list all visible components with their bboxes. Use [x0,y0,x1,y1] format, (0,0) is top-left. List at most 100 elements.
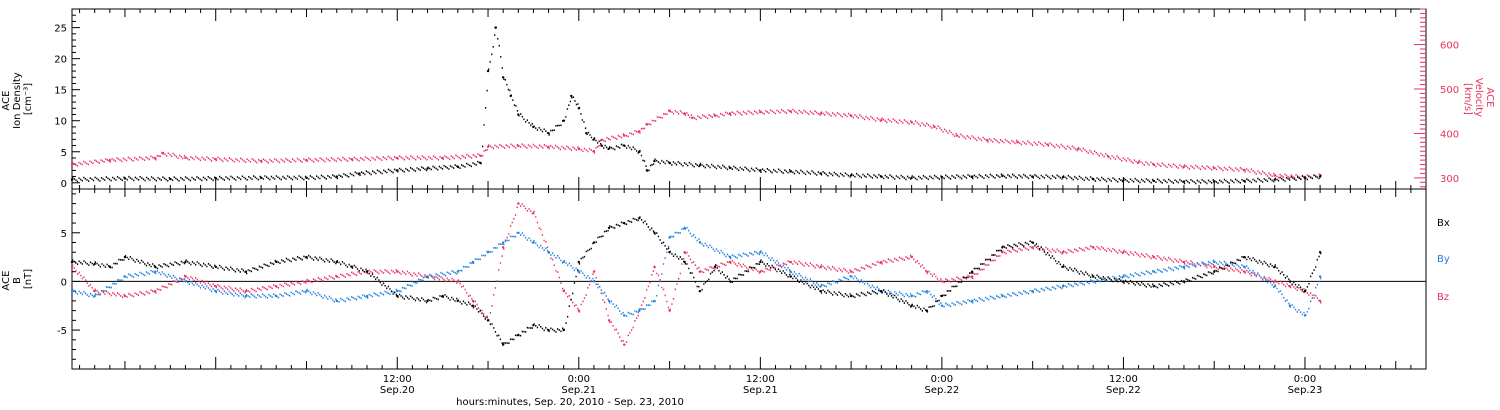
bz-trace-point [668,309,671,312]
plasma-left-axis: 0 5 10 15 20 25 [54,8,80,190]
bx-trace-point [1031,241,1034,244]
density-trace-point [607,147,611,150]
by-trace-point [1182,265,1186,269]
by-trace-point [562,260,565,264]
by-trace-point [1318,275,1322,278]
velocity-axis-title-line1: ACE [1484,87,1495,107]
velocity-trace-point [638,130,641,133]
time-tick-label: 12:00 [383,374,412,385]
density-trace-point [880,175,883,178]
velocity-tick-label: 300 [1440,174,1459,185]
density-trace-point [940,176,944,179]
density-trace-point [698,164,702,167]
by-trace-point [244,294,248,298]
density-trace-point [1303,176,1307,180]
date-tick-label: Sep.22 [925,385,960,396]
density-tick-label: 0 [61,179,67,190]
bz-trace-point [1288,285,1292,288]
bx-trace-point [365,270,369,273]
bx-trace-point [275,260,278,264]
legend-bz: Bz [1437,292,1449,303]
bx-trace-point [910,304,913,307]
by-trace-point [214,289,217,293]
bz-trace-point [849,270,853,273]
bz-trace-point [1182,260,1186,264]
bx-trace-point [244,270,248,273]
velocity-tick-label: 400 [1440,129,1459,140]
bz-trace-point [728,260,732,264]
velocity-trace-point [880,118,883,122]
density-tick-label: 20 [54,55,67,66]
density-tick-label: 5 [61,148,67,159]
by-trace-point [1273,285,1276,288]
density-axis-title-line3: [cm⁻³] [23,83,34,115]
density-trace-point [1122,179,1125,182]
bz-trace-point [396,270,399,273]
by-trace-point [547,251,550,254]
bz-trace-point [1091,246,1095,249]
bz-trace-point [1031,246,1034,249]
velocity-trace-point [577,147,581,151]
bx-trace-point [517,333,520,337]
bx-trace-point [819,289,823,293]
density-trace-point [562,119,565,122]
by-trace-point [1031,289,1034,293]
density-trace-point [668,161,671,165]
density-trace-point [396,169,399,172]
bx-trace-point [1001,246,1004,249]
velocity-trace-point [184,156,187,160]
density-trace-point [456,165,459,168]
by-trace-point [849,275,853,278]
by-trace-point [668,236,671,239]
density-trace-point [259,176,263,180]
plasma-panel-frame [71,8,1427,190]
by-trace-point [1061,285,1065,288]
by-trace-point [577,270,581,273]
bx-trace-point [562,328,565,332]
by-trace-point [532,241,535,244]
velocity-trace-point [600,138,603,142]
time-tick-label: 0:00 [568,374,590,385]
bz-trace-point [1122,251,1125,254]
bz-trace-point [940,280,944,283]
velocity-trace-point [161,152,164,155]
by-trace-point [1001,294,1004,298]
by-trace-point [501,241,505,244]
density-trace-point [494,26,497,29]
velocity-trace-point [1046,143,1049,146]
velocity-trace-point [645,123,649,126]
density-trace-point [577,107,581,110]
velocity-trace-point [70,163,74,166]
velocity-trace-point [759,110,762,114]
density-trace-point [169,177,172,181]
bz-trace-point [1001,251,1004,254]
bz-trace-point [577,309,581,312]
bz-trace-point [970,275,974,278]
bx-trace-point [184,260,187,264]
bx-trace-point [1213,270,1216,273]
by-trace-point [607,299,611,303]
bx-trace-point [441,294,444,298]
bz-trace-point [184,275,187,278]
density-trace-point [728,166,732,170]
bx-trace-point [668,251,671,254]
density-trace-point [910,176,913,180]
bz-trace-point [925,270,928,273]
bx-trace-point [123,255,127,259]
density-trace-point [1273,178,1276,181]
by-trace-point [819,285,823,288]
velocity-trace-point [849,114,853,117]
bx-trace-point [93,262,96,266]
bx-trace-point [305,255,308,259]
density-trace-point [517,113,520,116]
data-marks [70,26,1322,346]
by-trace [72,226,1322,317]
bz-trace-point [1152,255,1155,259]
by-trace-point [653,299,656,303]
bx-trace-point [1318,251,1322,254]
density-trace-point [1243,179,1246,183]
velocity-trace-point [259,159,263,163]
density-trace-point [358,172,361,175]
density-trace-point [1152,179,1155,183]
velocity-trace-point [479,154,482,157]
